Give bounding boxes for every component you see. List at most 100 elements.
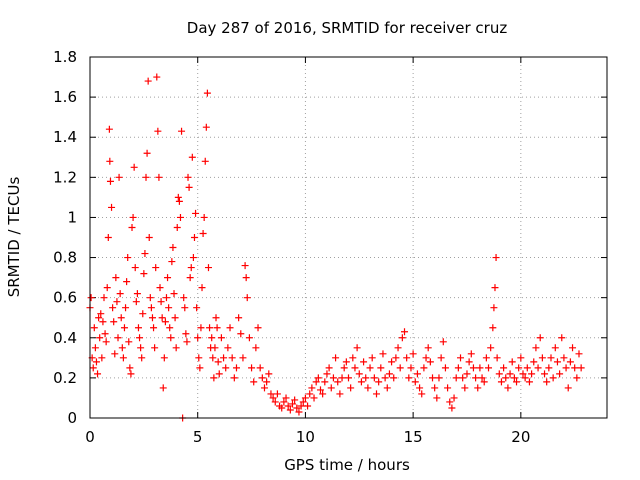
- data-point-plus: [295, 408, 303, 416]
- data-point-plus: [490, 304, 498, 312]
- data-point-plus: [123, 278, 131, 286]
- data-point-plus: [308, 384, 316, 392]
- data-point-plus: [186, 274, 194, 282]
- data-point-plus: [571, 364, 579, 372]
- data-point-plus: [89, 364, 97, 372]
- data-point-plus: [254, 324, 262, 332]
- data-point-plus: [478, 374, 486, 382]
- data-point-plus: [353, 344, 361, 352]
- data-point-plus: [396, 364, 404, 372]
- data-point-plus: [87, 294, 95, 302]
- data-point-plus: [357, 378, 365, 386]
- data-point-plus: [482, 354, 490, 362]
- data-point-plus: [286, 406, 294, 414]
- data-point-plus: [368, 354, 376, 362]
- data-point-plus: [176, 213, 184, 221]
- x-tick-label: 10: [296, 428, 315, 446]
- plot-frame: [89, 56, 608, 419]
- data-point-plus: [128, 223, 136, 231]
- data-point-plus: [215, 370, 223, 378]
- data-point-plus: [411, 378, 419, 386]
- data-point-plus: [575, 350, 583, 358]
- data-point-plus: [155, 173, 163, 181]
- data-point-plus: [489, 324, 497, 332]
- data-point-plus: [182, 330, 190, 338]
- data-point-plus: [273, 390, 281, 398]
- data-point-plus: [323, 370, 331, 378]
- data-point-plus: [153, 73, 161, 81]
- data-point-plus: [97, 310, 105, 318]
- data-point-plus: [405, 374, 413, 382]
- data-point-plus: [110, 318, 118, 326]
- data-point-plus: [190, 234, 198, 241]
- data-point-plus: [111, 350, 119, 358]
- data-point-plus: [159, 384, 167, 392]
- data-point-plus: [398, 334, 406, 342]
- data-point-plus: [217, 334, 225, 342]
- data-point-plus: [472, 374, 480, 382]
- data-point-plus: [178, 127, 186, 135]
- y-tick-label: 0.2: [53, 369, 77, 387]
- data-point-plus: [306, 390, 314, 398]
- data-point-plus: [239, 354, 247, 362]
- data-point-plus: [105, 125, 113, 133]
- y-tick-label: 1: [67, 208, 77, 226]
- y-tick-label: 0.6: [53, 289, 77, 307]
- data-point-plus: [319, 390, 327, 398]
- data-point-plus: [173, 223, 181, 231]
- data-point-plus: [493, 354, 501, 362]
- data-point-plus: [424, 344, 432, 352]
- data-point-plus: [220, 354, 228, 362]
- data-point-plus: [377, 364, 385, 372]
- data-point-plus: [495, 370, 503, 378]
- data-point-plus: [383, 384, 391, 392]
- data-point-plus: [98, 354, 106, 362]
- data-point-plus: [321, 378, 329, 386]
- data-point-plus: [99, 318, 107, 326]
- data-point-plus: [569, 344, 577, 352]
- data-point-plus: [401, 328, 409, 336]
- data-point-plus: [104, 234, 112, 241]
- data-point-plus: [431, 384, 439, 392]
- data-point-plus: [237, 330, 245, 338]
- data-point-plus: [250, 378, 258, 386]
- data-point-plus: [347, 384, 355, 392]
- data-point-plus: [145, 234, 153, 241]
- data-point-plus: [208, 334, 216, 342]
- data-point-plus: [459, 374, 467, 382]
- data-point-plus: [465, 358, 473, 366]
- data-point-plus: [416, 384, 424, 392]
- data-point-plus: [184, 173, 192, 181]
- data-point-plus: [141, 250, 149, 258]
- data-point-plus: [142, 173, 150, 181]
- data-point-plus: [517, 354, 525, 362]
- data-point-plus: [293, 404, 301, 412]
- data-point-plus: [332, 354, 340, 362]
- data-point-plus: [241, 262, 249, 270]
- data-point-plus: [144, 77, 152, 85]
- data-point-plus: [226, 324, 234, 332]
- data-point-plus: [167, 334, 175, 342]
- data-point-plus: [297, 402, 305, 410]
- data-point-plus: [566, 358, 574, 366]
- data-point-plus: [314, 374, 322, 382]
- data-point-plus: [117, 314, 125, 322]
- data-point-plus: [175, 197, 183, 205]
- data-point-plus: [487, 344, 495, 352]
- data-point-plus: [170, 290, 178, 298]
- data-point-plus: [154, 127, 162, 135]
- data-point-plus: [157, 298, 165, 306]
- data-point-plus: [530, 358, 538, 366]
- data-point-plus: [129, 213, 137, 221]
- data-point-plus: [194, 334, 202, 342]
- data-point-plus: [515, 364, 523, 372]
- data-point-plus: [521, 374, 529, 382]
- data-point-plus: [130, 163, 138, 171]
- data-point-plus: [497, 378, 505, 386]
- data-point-plus: [299, 398, 307, 406]
- data-point-plus: [96, 334, 104, 342]
- data-point-plus: [102, 338, 110, 346]
- data-point-plus: [214, 358, 222, 366]
- x-tick-label: 0: [85, 428, 95, 446]
- data-point-plus: [174, 193, 182, 201]
